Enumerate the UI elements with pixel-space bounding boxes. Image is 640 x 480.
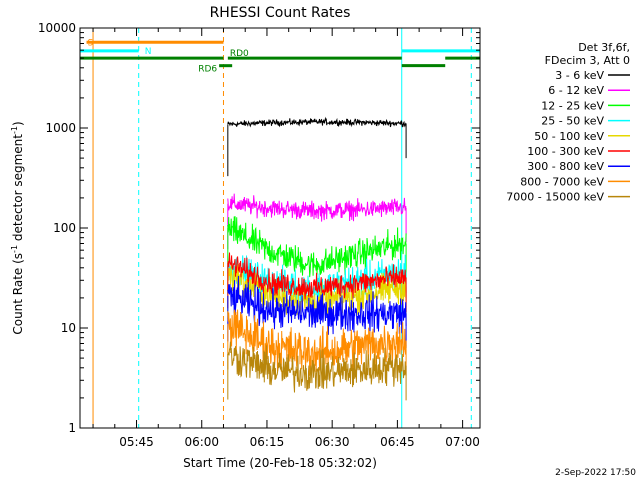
x-tick-label: 06:45 — [380, 435, 415, 449]
y-axis-label-main: Count Rate (s — [11, 253, 25, 335]
x-axis: 05:45 06:00 06:15 06:30 06:45 07:00 — [92, 28, 480, 449]
series-line — [227, 341, 407, 393]
legend-label: 12 - 25 keV — [541, 99, 604, 112]
x-tick-label: 05:45 — [119, 435, 154, 449]
chart-title: RHESSI Count Rates — [210, 5, 351, 21]
flag-label: RD0 — [230, 49, 249, 59]
legend-label: 7000 - 15000 keV — [506, 191, 604, 204]
y-axis: 1 10 100 1000 10000 — [38, 21, 480, 435]
legend-header-1: Det 3f,6f, — [578, 41, 630, 54]
y-tick-label: 1000 — [45, 121, 76, 135]
flag-label: S — [88, 38, 94, 48]
x-tick-label: 06:15 — [250, 435, 285, 449]
legend-label: 300 - 800 keV — [527, 160, 604, 173]
x-tick-label: 06:30 — [315, 435, 350, 449]
series-line — [227, 193, 407, 222]
legend-label: 800 - 7000 keV — [520, 175, 604, 188]
y-axis-label-close: ) — [11, 121, 25, 126]
series-line — [227, 252, 407, 300]
flag-bars: S N RD0 RD6 — [80, 38, 480, 75]
y-axis-label: Count Rate (s-1 detector segment-1) — [10, 121, 25, 334]
legend-label: 50 - 100 keV — [534, 130, 604, 143]
legend-label: 25 - 50 keV — [541, 115, 604, 128]
x-tick-label: 06:00 — [184, 435, 219, 449]
x-axis-label: Start Time (20-Feb-18 05:32:02) — [183, 456, 377, 470]
flag-label: N — [145, 47, 152, 57]
legend-label: 100 - 300 keV — [527, 145, 604, 158]
y-axis-label-tail: detector segment — [11, 134, 25, 245]
y-tick-label: 100 — [53, 221, 76, 235]
y-tick-label: 1 — [68, 421, 76, 435]
y-axis-label-sup2: -1 — [10, 126, 19, 134]
flag-label: RD6 — [198, 65, 217, 75]
legend-header-2: FDecim 3, Att 0 — [545, 54, 630, 67]
series-lines — [227, 116, 407, 401]
legend-label: 6 - 12 keV — [548, 84, 604, 97]
series-line — [227, 116, 407, 128]
footer-date: 2-Sep-2022 17:50 — [555, 468, 636, 478]
y-tick-label: 10000 — [38, 21, 76, 35]
series-line — [227, 275, 407, 335]
x-tick-label: 07:00 — [445, 435, 480, 449]
y-tick-label: 10 — [61, 321, 76, 335]
legend-label: 3 - 6 keV — [555, 69, 604, 82]
legend: Det 3f,6f, FDecim 3, Att 0 3 - 6 keV 6 - … — [506, 41, 630, 204]
y-axis-label-sup: -1 — [10, 245, 19, 253]
series-line — [227, 309, 407, 377]
